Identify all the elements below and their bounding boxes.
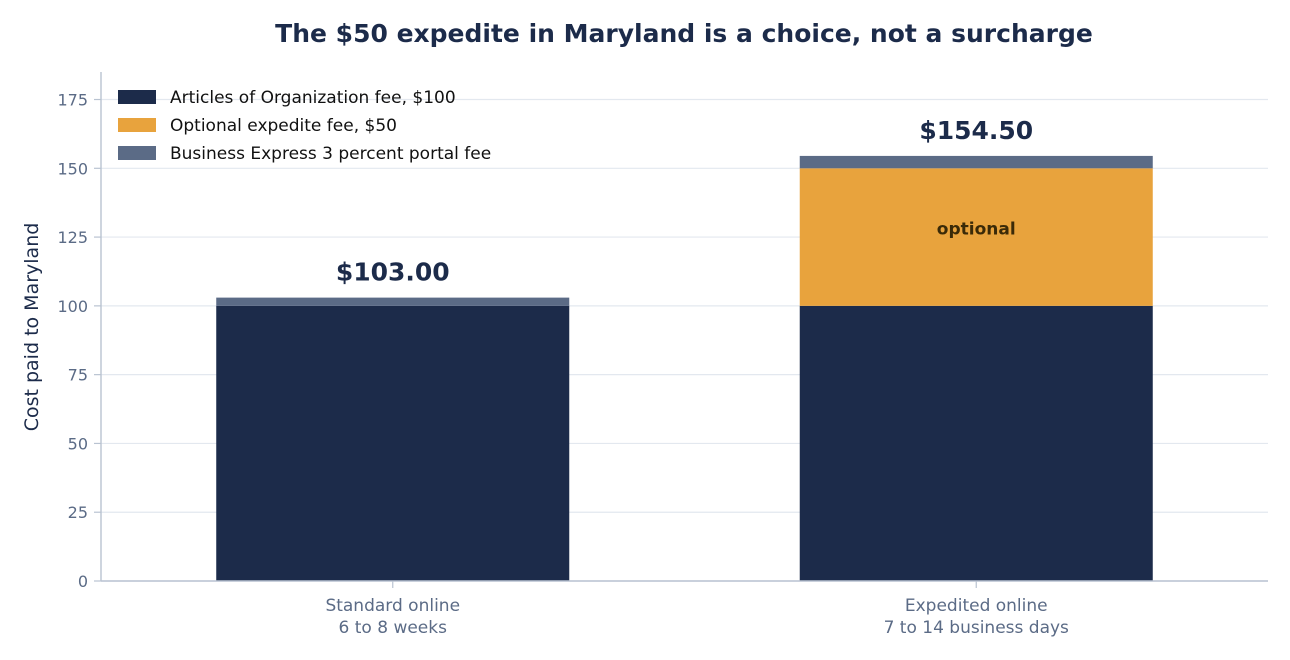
y-tick-label: 0: [78, 572, 88, 591]
bar-segment: [799, 305, 1153, 581]
x-tick-label: Expedited online: [905, 596, 1048, 616]
annotations: $103.00 optional $154.50: [336, 116, 1033, 287]
legend-label: Business Express 3 percent portal fee: [170, 144, 491, 164]
total-label: $154.50: [919, 116, 1033, 145]
bar-segment: [216, 297, 570, 306]
y-tick-label: 100: [57, 297, 88, 316]
y-tick-label: 175: [57, 91, 88, 110]
y-tick-label: 125: [57, 228, 88, 247]
legend-swatch: [118, 146, 156, 160]
bar-segment: [216, 305, 570, 581]
legend: Articles of Organization fee, $100 Option…: [118, 88, 491, 164]
x-tick-label: Standard online: [325, 596, 460, 616]
legend-swatch: [118, 90, 156, 104]
bar-segment: [799, 168, 1153, 306]
legend-label: Optional expedite fee, $50: [170, 116, 397, 136]
total-label: $103.00: [336, 258, 450, 287]
legend-label: Articles of Organization fee, $100: [170, 88, 456, 108]
y-tick-label: 50: [68, 434, 88, 453]
bar-segment: [799, 155, 1153, 169]
bars: [216, 155, 1153, 581]
x-tick-label: 7 to 14 business days: [884, 618, 1069, 638]
y-tick-label: 25: [68, 503, 88, 522]
y-tick-label: 150: [57, 159, 88, 178]
y-axis-label: Cost paid to Maryland: [21, 223, 43, 432]
y-tick-label: 75: [68, 366, 88, 385]
chart-title: The $50 expedite in Maryland is a choice…: [275, 19, 1093, 48]
segment-label: optional: [937, 219, 1016, 239]
legend-swatch: [118, 118, 156, 132]
x-tick-label: 6 to 8 weeks: [339, 618, 448, 638]
